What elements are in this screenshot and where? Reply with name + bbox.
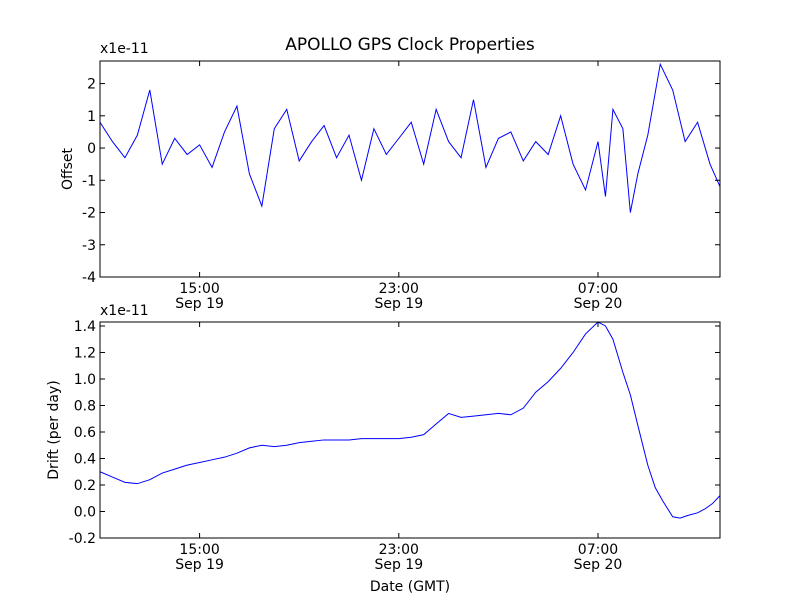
drift-y-tick-label: 1.0 <box>74 372 96 388</box>
drift-x-tick-date: Sep 19 <box>175 557 224 573</box>
figure-x-axis-label: Date (GMT) <box>370 579 450 595</box>
drift-y-tick-label: -0.2 <box>69 531 96 547</box>
offset-y-tick-label: 1 <box>87 109 96 125</box>
drift-x-tick-time: 07:00 <box>578 542 618 558</box>
drift-x-tick-time: 23:00 <box>379 542 419 558</box>
drift-y-tick-label: 0.8 <box>74 398 96 414</box>
drift-x-tick-time: 15:00 <box>179 542 219 558</box>
offset-x-tick-time: 07:00 <box>578 281 618 297</box>
drift-plot-frame <box>99 321 721 539</box>
offset-y-tick-label: -1 <box>82 173 96 189</box>
offset-x-tick-time: 15:00 <box>179 281 219 297</box>
offset-x-tick-date: Sep 20 <box>574 296 623 312</box>
drift-scale-text: x1e-11 <box>100 303 149 319</box>
drift-series-group <box>99 321 721 519</box>
offset-plot-frame <box>99 60 721 278</box>
offset-y-tick-label: -2 <box>82 206 96 222</box>
offset-y-tick-label: -3 <box>82 238 96 254</box>
offset-series-group <box>99 62 721 213</box>
drift-series-line <box>99 321 721 519</box>
drift-y-tick-label: 0.4 <box>74 451 96 467</box>
offset-y-axis-label: Offset <box>60 147 76 190</box>
drift-x-tick-date: Sep 20 <box>574 557 623 573</box>
offset-y-tick-label: -4 <box>82 270 96 286</box>
drift-y-tick-label: 0.6 <box>74 425 96 441</box>
offset-x-tick-time: 23:00 <box>379 281 419 297</box>
offset-series-line <box>99 62 721 213</box>
drift-y-tick-label: 0.2 <box>74 478 96 494</box>
offset-x-tick-date: Sep 19 <box>175 296 224 312</box>
drift-y-axis-label: Drift (per day) <box>46 380 62 479</box>
drift-x-tick-date: Sep 19 <box>374 557 423 573</box>
offset-scale-text: x1e-11 <box>100 41 149 57</box>
offset-y-tick-label: 2 <box>87 77 96 93</box>
offset-y-tick-label: 0 <box>87 141 96 157</box>
drift-y-tick-label: 1.4 <box>74 319 96 335</box>
drift-y-tick-label: 0.0 <box>74 504 96 520</box>
offset-x-tick-date: Sep 19 <box>374 296 423 312</box>
figure-title: APOLLO GPS Clock Properties <box>285 35 535 55</box>
drift-y-tick-label: 1.2 <box>74 345 96 361</box>
